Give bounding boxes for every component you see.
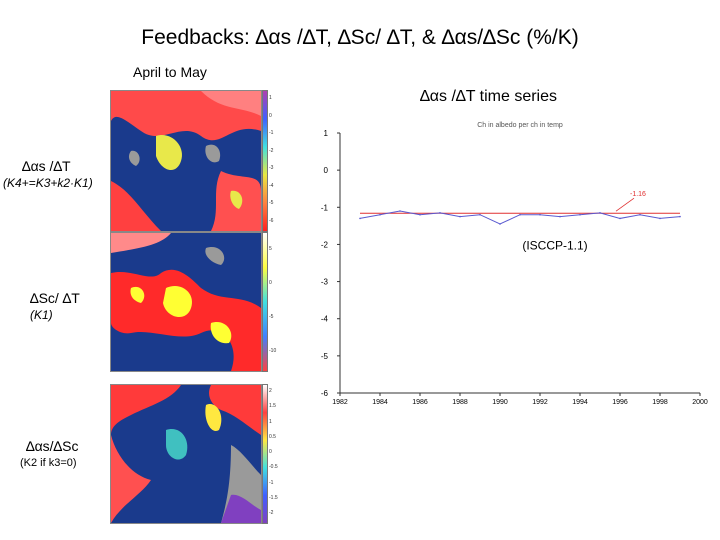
x-tick-label: 2000: [692, 399, 708, 406]
map3-colorbar: [262, 384, 268, 524]
map2-image: [110, 232, 262, 372]
mean-label: -1.16: [630, 191, 646, 198]
y-tick-label: -4: [321, 315, 329, 324]
x-tick-label: 1990: [492, 399, 508, 406]
timeseries-label: ∆αs /∆T time series: [420, 88, 557, 105]
data-point: [399, 210, 401, 212]
x-tick-label: 1998: [652, 399, 668, 406]
data-point: [439, 212, 441, 214]
data-point: [679, 215, 681, 218]
y-tick-label: -6: [321, 389, 329, 398]
map3-sublabel: (K2 if k3=0): [20, 457, 77, 469]
map2-colorbar: [262, 232, 268, 372]
y-tick-label: -3: [321, 278, 329, 287]
map2-colorbar-ticks: 5 0 -5 -10: [269, 246, 277, 354]
map3-image: [110, 384, 262, 524]
x-tick-label: 1982: [332, 399, 348, 406]
x-tick-label: 1984: [372, 399, 388, 406]
map1-colorbar: [262, 90, 268, 232]
data-point: [379, 213, 381, 216]
data-point: [419, 213, 421, 216]
data-point: [599, 212, 601, 214]
data-point: [659, 217, 661, 220]
data-point: [359, 217, 361, 220]
data-point: [479, 213, 481, 216]
map3-colorbar-ticks: 2 1.5 1 0.5 0 -0.5 -1 -1.5 -2: [269, 388, 278, 517]
x-tick-label: 1986: [412, 399, 428, 406]
map1-sublabel: (K4+=K3+k2·K1): [3, 176, 93, 190]
timeseries-chart: Ch in albedo per ch in temp 1 0 -1 -2 -3 -4 -5 -…: [321, 122, 708, 406]
map1-colorbar-ticks: 1 0 -1 -2 -3 -4 -5 -6: [269, 95, 274, 224]
data-point: [539, 213, 541, 216]
data-point: [619, 217, 621, 220]
chart-title: Ch in albedo per ch in temp: [477, 122, 563, 129]
slide-title: Feedbacks: ∆αs /∆T, ∆Sc/ ∆T, & ∆αs/∆Sc (…: [141, 26, 579, 49]
data-point: [559, 215, 561, 218]
y-tick-label: 0: [324, 166, 329, 175]
y-tick-label: -1: [321, 203, 329, 212]
data-point: [579, 213, 581, 216]
map1-image: [110, 90, 262, 232]
y-tick-label: -5: [321, 352, 329, 361]
x-tick-label: 1994: [572, 399, 588, 406]
data-point: [459, 215, 461, 218]
x-tick-label: 1996: [612, 399, 628, 406]
slide-subtitle: April to May: [133, 64, 207, 80]
data-point: [519, 213, 521, 216]
y-tick-label: -2: [321, 240, 329, 249]
data-point: [499, 223, 501, 225]
y-tick-label: 1: [324, 129, 329, 138]
mean-arrow: [615, 197, 635, 212]
iscCP-annotation: (ISCCP-1.1): [522, 238, 587, 252]
map1-label: ∆αs /∆T: [22, 158, 71, 174]
map2-sublabel: (K1): [30, 308, 53, 322]
data-point: [639, 213, 641, 216]
x-tick-label: 1988: [452, 399, 468, 406]
map2-label: ∆Sc/ ∆T: [30, 290, 80, 306]
map3-label: ∆αs/∆Sc: [26, 438, 79, 454]
x-tick-label: 1992: [532, 399, 548, 406]
